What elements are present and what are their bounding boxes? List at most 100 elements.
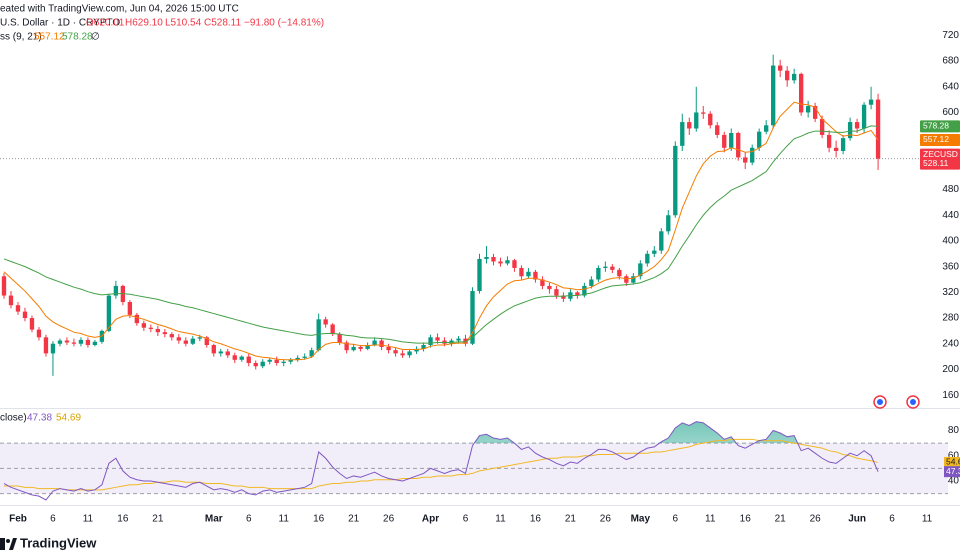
overbought-fill xyxy=(4,421,879,444)
price-badge: 528.11 xyxy=(923,158,949,168)
candle-body xyxy=(43,337,49,354)
candle-body xyxy=(85,339,91,346)
candle-body xyxy=(141,323,147,328)
brand: TradingView xyxy=(20,535,97,550)
candle-body xyxy=(791,73,797,81)
y-tick-label: 480 xyxy=(942,184,959,195)
x-tick-label: 6 xyxy=(246,514,252,525)
candle-body xyxy=(680,122,685,146)
candle-body xyxy=(547,285,552,290)
x-tick-label: 21 xyxy=(348,514,360,525)
candle-body xyxy=(456,338,461,341)
candle-body xyxy=(29,318,35,330)
candle-body xyxy=(757,131,762,148)
candle-body xyxy=(463,338,468,344)
rsi-line xyxy=(3,421,879,501)
rsi-band xyxy=(0,443,948,494)
candle-body xyxy=(15,305,21,312)
candle-body xyxy=(826,134,832,148)
moving-average-line xyxy=(3,125,879,344)
x-tick-label: May xyxy=(631,514,651,525)
candle-body xyxy=(50,343,56,354)
candle-body xyxy=(239,356,244,360)
y-tick-label: 680 xyxy=(942,56,959,67)
x-tick-label: 26 xyxy=(810,514,822,525)
rsi-badge: 54.69 xyxy=(946,457,960,467)
candle-body xyxy=(645,253,650,264)
logo-part xyxy=(6,539,10,543)
candle-body xyxy=(351,346,356,351)
candle-body xyxy=(575,292,580,296)
y-tick-label: 440 xyxy=(942,210,959,221)
x-tick-label: Mar xyxy=(205,514,223,525)
y-tick-label: 720 xyxy=(942,30,959,41)
rsi-badge-bg xyxy=(944,456,960,468)
x-tick-label: 11 xyxy=(705,514,716,525)
rsi-tick-label: 80 xyxy=(948,425,960,436)
candle-body xyxy=(491,257,496,262)
candle-body xyxy=(358,346,363,349)
candle-body xyxy=(204,337,209,346)
brand-logo xyxy=(0,538,17,550)
candle-body xyxy=(610,266,615,270)
rsi-tick-label: 60 xyxy=(948,450,960,461)
candle-body xyxy=(407,351,412,356)
candle-body xyxy=(589,279,594,286)
candle-body xyxy=(771,65,776,126)
close-text: C528.11 xyxy=(204,18,242,29)
candle-body xyxy=(113,285,119,296)
candle-body xyxy=(512,260,517,268)
ma-legend: ss (9, 21) xyxy=(0,32,42,43)
candle-body xyxy=(833,147,839,151)
candle-body xyxy=(337,334,342,343)
candle-body xyxy=(134,314,140,324)
candle-body xyxy=(295,357,300,360)
open-text: O620.01 xyxy=(86,18,125,29)
candle-body xyxy=(736,133,741,158)
y-tick-label: 400 xyxy=(942,236,959,247)
candle-body xyxy=(673,145,678,216)
candle-body xyxy=(750,147,755,163)
high-text: H629.10 xyxy=(125,18,163,29)
candle-body xyxy=(603,266,608,268)
candle-body xyxy=(659,231,664,251)
event-icons xyxy=(873,395,920,409)
candle-body xyxy=(526,271,531,277)
price-badge-bg xyxy=(920,148,960,170)
back-layer: 1602002402803203604004404805205606006406… xyxy=(0,30,959,525)
candle-body xyxy=(582,285,587,296)
candle-body xyxy=(421,345,426,349)
candle-body xyxy=(778,65,783,71)
candle-body xyxy=(253,363,258,367)
candle-body xyxy=(715,125,720,135)
candle-body xyxy=(484,257,489,259)
candle-body xyxy=(162,332,167,335)
ma-mark: ∅ xyxy=(91,32,100,43)
candle-body xyxy=(1,276,7,296)
candle-body xyxy=(365,345,370,349)
x-tick-label: Apr xyxy=(422,514,439,525)
candle-body xyxy=(701,112,706,114)
x-tick-label: 21 xyxy=(152,514,164,525)
ema-slow-badge-bg xyxy=(920,120,960,133)
candle-body xyxy=(875,99,881,159)
candle-body xyxy=(666,215,671,232)
candle-body xyxy=(22,311,28,319)
candle-body xyxy=(288,359,293,362)
candle-body xyxy=(330,324,335,335)
candle-body xyxy=(92,341,98,346)
main-layer xyxy=(1,54,881,501)
x-tick-label: 11 xyxy=(495,514,506,525)
candle-body xyxy=(57,340,63,344)
candle-body xyxy=(470,291,475,344)
y-tick-label: 320 xyxy=(942,287,959,298)
candle-body xyxy=(694,112,699,129)
candle-body xyxy=(127,301,133,315)
symbol-badge: ZECUSD xyxy=(923,149,958,159)
candle-body xyxy=(176,337,181,341)
rsi-badge: 47.38 xyxy=(946,466,960,476)
candle-body xyxy=(561,295,566,299)
rsi-legend: close) xyxy=(0,413,27,424)
